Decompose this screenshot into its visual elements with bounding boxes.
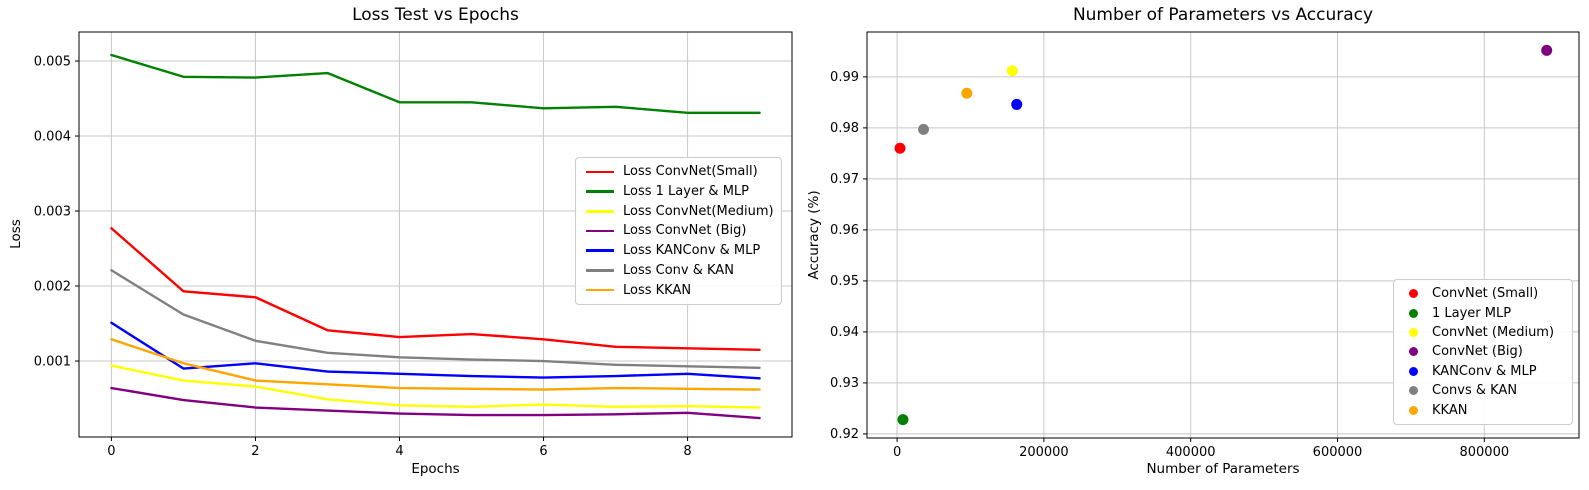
legend-item: Loss KKAN (586, 283, 771, 298)
legend-line-swatch (586, 190, 614, 193)
x-tick-label: 600000 (1313, 445, 1363, 460)
scatter-point (1541, 44, 1553, 56)
y-tick-label: 0.005 (34, 54, 71, 69)
legend-label: Loss ConvNet(Small) (623, 164, 758, 180)
legend-label: Loss KKAN (623, 282, 692, 298)
legend-label: Loss ConvNet (Big) (623, 223, 747, 239)
right-y-axis-label: Accuracy (%) (806, 190, 822, 280)
legend-item: Loss ConvNet(Small) (586, 164, 771, 179)
legend-dot-swatch (1409, 405, 1418, 415)
scatter-point (918, 123, 930, 135)
right-x-axis-label: Number of Parameters (1146, 461, 1300, 477)
legend-label: KKAN (1432, 402, 1468, 418)
series-line (110, 53, 761, 114)
y-tick-label: 0.92 (830, 427, 859, 442)
legend-line-swatch (586, 269, 614, 272)
legend-label: Convs & KAN (1432, 383, 1518, 399)
legend-item: Loss ConvNet(Medium) (586, 203, 774, 219)
y-tick-label: 0.002 (34, 279, 71, 294)
x-tick-label: 6 (539, 444, 547, 459)
legend-dot-swatch (1409, 289, 1418, 299)
series-line (110, 269, 761, 369)
legend-line-swatch (586, 170, 614, 174)
legend-label: KANConv & MLP (1432, 363, 1537, 379)
legend-item: Convs & KAN (1404, 383, 1562, 398)
x-tick-label: 2 (251, 444, 259, 459)
y-tick-label: 0.93 (830, 376, 859, 391)
left-x-axis-label: Epochs (411, 461, 460, 477)
scatter-point (961, 87, 973, 99)
x-tick-label: 200000 (1019, 445, 1069, 460)
scatter-plot: 0 200000 400000 600000 800000 0.92 0.93 0.94 0.9… (830, 31, 1580, 460)
plot-border (78, 31, 793, 438)
legend-line-swatch (586, 229, 614, 233)
x-tick-label: 4 (395, 444, 403, 459)
left-y-axis-label: Loss (8, 219, 24, 249)
x-tick-label: 8 (683, 444, 691, 459)
scatter-point (894, 142, 906, 154)
legend-label: ConvNet (Big) (1432, 344, 1523, 360)
legend-item: KANConv & MLP (1404, 364, 1562, 379)
legend-label: Loss Conv & KAN (623, 262, 734, 278)
left-chart-title: Loss Test vs Epochs (352, 5, 519, 25)
series-line (110, 227, 761, 351)
right-legend: ConvNet (Small) 1 Layer MLP ConvNet (Mediu… (1393, 279, 1573, 425)
series-line (110, 321, 761, 380)
legend-label: Loss KANConv & MLP (623, 243, 761, 259)
legend-label: Loss ConvNet(Medium) (623, 203, 774, 219)
legend-line-swatch (586, 288, 614, 292)
legend-item: ConvNet (Big) (1404, 344, 1562, 359)
legend-item: Loss KANConv & MLP (586, 243, 771, 258)
legend-item: Loss 1 Layer & MLP (586, 184, 771, 199)
legend-dot-swatch (1409, 328, 1418, 338)
series-line (110, 338, 761, 391)
series-line (110, 386, 761, 420)
legend-item: Loss Conv & KAN (586, 263, 771, 278)
legend-dot-swatch (1409, 308, 1418, 318)
y-tick-label: 0.003 (34, 204, 71, 219)
right-chart-title: Number of Parameters vs Accuracy (1072, 5, 1374, 25)
legend-dot-swatch (1409, 347, 1418, 357)
legend-line-swatch (586, 249, 614, 252)
y-tick-label: 0.99 (830, 70, 859, 85)
y-tick-label: 0.001 (34, 354, 71, 369)
y-tick-label: 0.98 (830, 121, 859, 136)
legend-item: ConvNet (Small) (1404, 286, 1562, 301)
scatter-point (1011, 98, 1023, 110)
plot-border (866, 31, 1580, 439)
legend-label: 1 Layer MLP (1432, 305, 1512, 321)
y-tick-label: 0.004 (34, 129, 71, 144)
legend-item: KKAN (1404, 403, 1562, 418)
x-tick-label: 0 (107, 444, 115, 459)
legend-line-swatch (586, 209, 614, 213)
x-tick-label: 0 (893, 445, 901, 460)
scatter-point (897, 414, 909, 426)
legend-label: Loss 1 Layer & MLP (623, 184, 749, 200)
x-tick-label: 400000 (1166, 445, 1216, 460)
y-tick-label: 0.95 (830, 274, 859, 289)
legend-dot-swatch (1409, 366, 1418, 376)
line-plot: 0 2 4 6 8 0.001 0.002 0.003 0.004 0.005 (34, 31, 793, 459)
legend-item: ConvNet (Medium) (1404, 325, 1562, 340)
legend-item: Loss ConvNet (Big) (586, 223, 771, 238)
y-tick-label: 0.97 (830, 172, 859, 187)
legend-dot-swatch (1409, 386, 1418, 396)
series-line (110, 364, 761, 409)
legend-item: 1 Layer MLP (1404, 306, 1562, 321)
y-tick-label: 0.96 (830, 223, 859, 238)
legend-label: ConvNet (Small) (1432, 286, 1539, 302)
y-tick-label: 0.94 (830, 325, 859, 340)
scatter-point (1006, 65, 1018, 77)
x-tick-label: 800000 (1459, 445, 1509, 460)
left-legend: Loss ConvNet(Small) Loss 1 Layer & MLP Los… (575, 157, 782, 305)
legend-label: ConvNet (Medium) (1432, 325, 1555, 341)
